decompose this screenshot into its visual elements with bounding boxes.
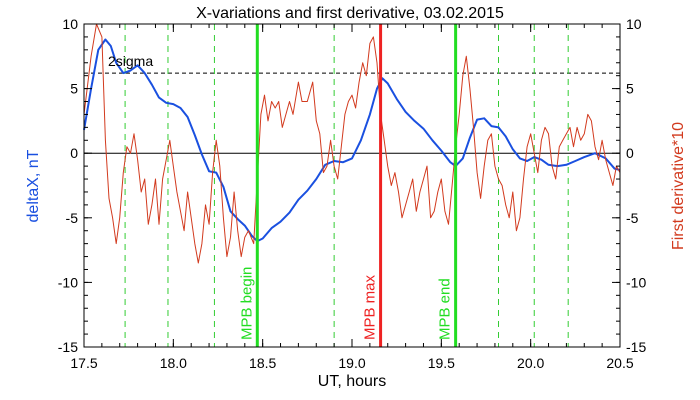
x-tick-label: 20.0: [517, 355, 544, 371]
mpb-markers: MPB begin MPB max MPB end: [238, 24, 458, 347]
guide-lines: [84, 24, 620, 347]
y-right-tick-label: -5: [626, 210, 639, 226]
y-right-tick-label: -10: [626, 274, 646, 290]
y-axis-label-right: First derivative*10: [670, 122, 687, 250]
x-tick-label: 18.0: [160, 355, 187, 371]
y-left-tick-label: 10: [62, 16, 78, 32]
x-tick-label: 17.5: [70, 355, 97, 371]
mpb-marker-label: MPB end: [437, 278, 454, 340]
y-left-tick-label: -15: [58, 339, 78, 355]
axes: 17.5 18.0 18.5 19.0 19.5 20.0 20.5-15-10-50510…: [58, 16, 647, 371]
threshold-label: 2sigma: [108, 53, 153, 69]
y-left-tick-label: 5: [70, 81, 78, 97]
chart-title: X-variations and first derivative, 03.02…: [196, 5, 504, 22]
y-axis-label-left: deltaX, nT: [25, 149, 42, 222]
deltax-series-line: [83, 38, 621, 243]
y-right-tick-label: 0: [626, 145, 634, 161]
y-right-tick-label: -15: [626, 339, 646, 355]
x-tick-label: 20.5: [606, 355, 633, 371]
x-tick-label: 19.5: [428, 355, 455, 371]
x-tick-label: 19.0: [338, 355, 365, 371]
x-axis-label: UT, hours: [318, 373, 386, 390]
mpb-marker-label: MPB begin: [238, 267, 255, 340]
y-left-tick-label: 0: [70, 145, 78, 161]
y-left-tick-label: -5: [66, 210, 79, 226]
derivative-series-line: [83, 23, 621, 264]
x-tick-label: 18.5: [249, 355, 276, 371]
mpb-marker-label: MPB max: [362, 274, 379, 340]
y-right-tick-label: 5: [626, 81, 634, 97]
plot-frame: [83, 23, 621, 348]
y-left-tick-label: -10: [58, 274, 78, 290]
y-right-tick-label: 10: [626, 16, 642, 32]
series-lines: [83, 23, 621, 264]
